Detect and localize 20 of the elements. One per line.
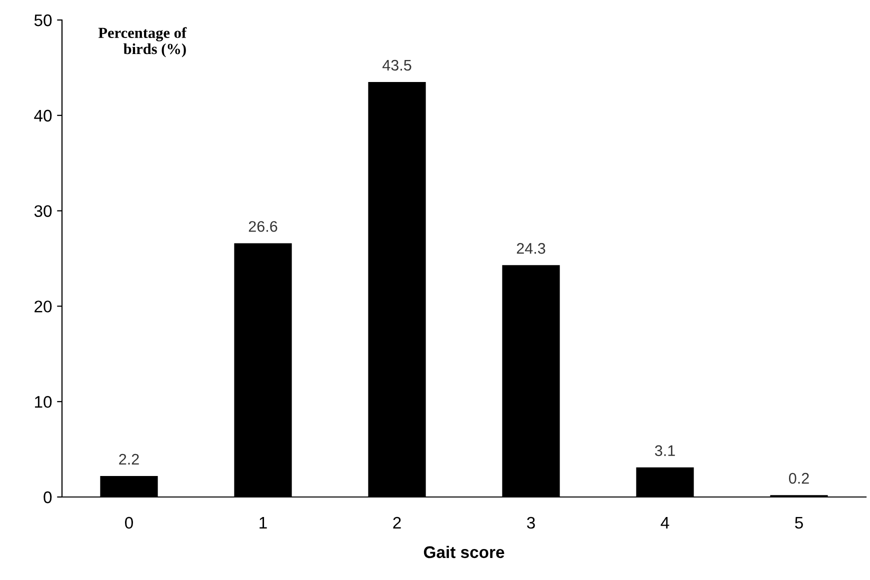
x-axis-title: Gait score [424, 546, 504, 558]
y-tick-label: 40 [34, 110, 52, 122]
y-tick-label: 10 [35, 396, 52, 408]
data-label: 2.2 [119, 454, 139, 465]
data-label: 24.3 [516, 243, 546, 254]
y-axis-title: Percentage of birds (%) [98, 27, 187, 58]
y-tick-label: 20 [34, 300, 52, 312]
x-tick-label: 3 [527, 516, 535, 529]
x-tick-label: 1 [260, 517, 267, 529]
x-tick-label: 5 [795, 517, 803, 529]
x-tick-label: 0 [125, 516, 133, 529]
data-label: 43.5 [382, 60, 412, 71]
y-tick-label: 0 [44, 491, 52, 504]
y-tick-label: 30 [34, 205, 52, 218]
data-label: 26.6 [248, 221, 278, 232]
data-label: 3.1 [654, 445, 675, 456]
y-tick-label: 50 [34, 14, 52, 26]
x-tick-label: 2 [393, 516, 401, 529]
x-tick-label: 4 [660, 517, 670, 529]
data-label: 0.2 [788, 472, 809, 484]
